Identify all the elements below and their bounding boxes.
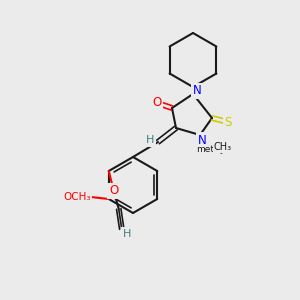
- Text: methyl: methyl: [196, 145, 228, 154]
- Text: OCH₃: OCH₃: [63, 192, 91, 202]
- Text: S: S: [224, 116, 232, 128]
- Text: N: N: [193, 85, 201, 98]
- Text: CH₃: CH₃: [214, 142, 232, 152]
- Text: N: N: [198, 134, 206, 146]
- Text: H: H: [123, 229, 131, 239]
- Text: O: O: [152, 97, 162, 110]
- Text: H: H: [146, 135, 154, 145]
- Text: O: O: [109, 184, 119, 197]
